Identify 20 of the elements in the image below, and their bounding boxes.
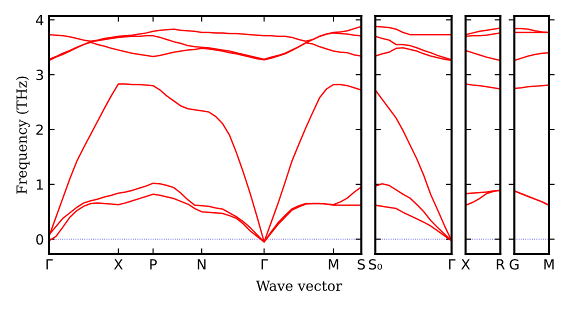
- x-tick-label: S₀: [368, 259, 382, 270]
- x-tick-label: M: [544, 259, 554, 270]
- x-tick-label: N: [198, 259, 206, 270]
- x-axis-title: Wave vector: [256, 280, 342, 292]
- y-tick-label: 2: [36, 124, 43, 135]
- x-tick-label: M: [328, 259, 338, 270]
- x-tick-label: G: [510, 259, 519, 270]
- x-tick-label: X: [114, 259, 123, 270]
- x-tick-label: Γ: [262, 259, 268, 270]
- y-tick-label: 3: [36, 70, 44, 80]
- x-tick-label: P: [150, 259, 157, 270]
- x-tick-label: Γ: [46, 259, 53, 270]
- y-tick-label: 1: [36, 180, 43, 190]
- x-tick-label: Γ: [449, 259, 456, 270]
- x-tick-label: R: [496, 259, 505, 270]
- y-axis-title: Frequency (THz): [16, 76, 30, 194]
- x-tick-label: X: [461, 259, 470, 270]
- x-tick-label: S: [358, 259, 365, 270]
- y-tick-label: 0: [36, 234, 44, 245]
- y-tick-label: 4: [36, 14, 44, 26]
